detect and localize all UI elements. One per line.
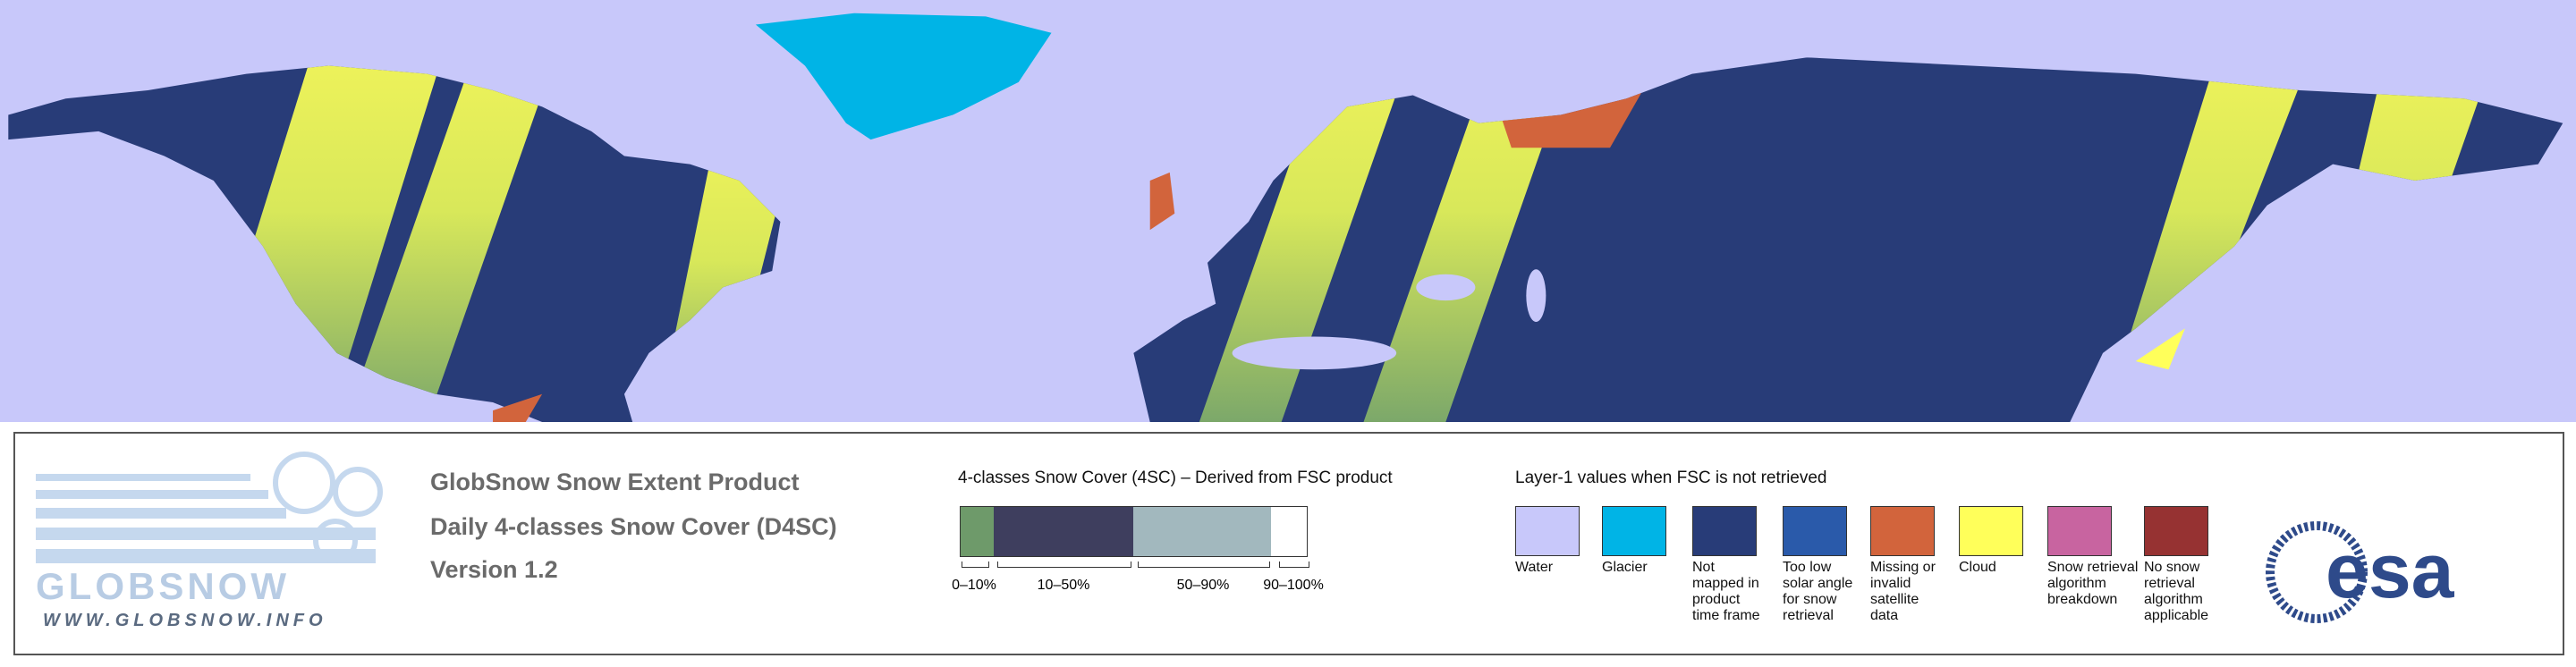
layer-label: No snow retrieval algorithm applicable (2144, 560, 2209, 623)
layer-label: Water (1515, 560, 1554, 575)
layer-swatch (1783, 506, 1847, 556)
snow-legend-title: 4-classes Snow Cover (4SC) – Derived fro… (958, 469, 1393, 487)
layer-swatch (1692, 506, 1757, 556)
layer-swatch (2144, 506, 2208, 556)
snow-class-label: 90–100% (1263, 578, 1324, 593)
layer-swatch (2047, 506, 2112, 556)
map (0, 0, 2576, 422)
snow-class-swatch (994, 507, 1133, 556)
layer-legend-title: Layer-1 values when FSC is not retrieved (1515, 469, 1827, 487)
bracket (997, 561, 1131, 568)
legend-panel (13, 432, 2564, 655)
logo-name: GLOBSNOW (36, 565, 290, 607)
version: Version 1.2 (430, 556, 558, 583)
snow-class-label: 0–10% (952, 578, 996, 593)
title: GlobSnow Snow Extent Product (430, 469, 800, 495)
bracket (1138, 561, 1270, 568)
layer-swatch (1602, 506, 1666, 556)
snow-class-label: 10–50% (1037, 578, 1090, 593)
bracket (1279, 561, 1309, 568)
snow-class-swatch (1271, 507, 1307, 556)
snow-class-swatch (1133, 507, 1271, 556)
snow-bar (960, 506, 1308, 557)
globsnow-logo: GLOBSNOW WWW.GLOBSNOW.INFO (36, 452, 383, 630)
layer-swatch (1959, 506, 2023, 556)
layer-label: Cloud (1959, 560, 1996, 575)
layer-label: Missing or invalid satellite data (1870, 560, 1936, 623)
layer-swatch (1870, 506, 1935, 556)
layer-label: Snow retrieval algorithm breakdown (2047, 560, 2139, 607)
layer-label: Glacier (1602, 560, 1648, 575)
esa-text: esa (2326, 528, 2455, 614)
layer-swatch (1515, 506, 1580, 556)
esa-logo: esa (2266, 521, 2455, 623)
bracket (961, 561, 989, 568)
snow-class-swatch (961, 507, 994, 556)
logo-url: WWW.GLOBSNOW.INFO (43, 611, 327, 630)
snow-class-label: 50–90% (1176, 578, 1230, 593)
layer-label: Too low solar angle for snow retrieval (1783, 560, 1853, 623)
subtitle: Daily 4-classes Snow Cover (D4SC) (430, 513, 837, 540)
layer-label: Not mapped in product time frame (1692, 560, 1760, 623)
